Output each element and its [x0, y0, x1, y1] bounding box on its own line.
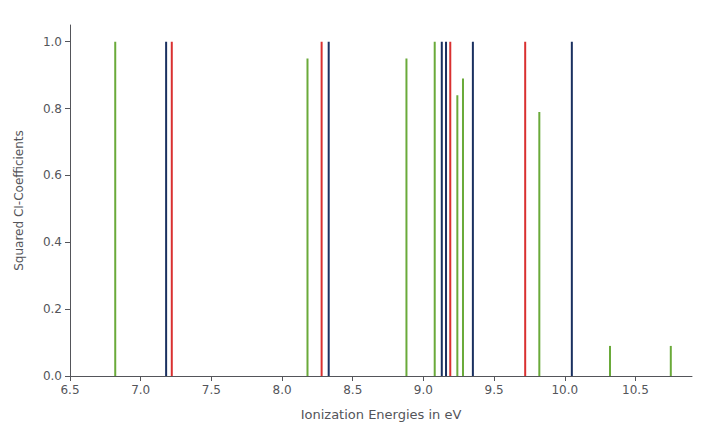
svg-text:10.5: 10.5	[622, 383, 649, 397]
svg-text:7.5: 7.5	[202, 383, 221, 397]
svg-text:0.6: 0.6	[43, 168, 62, 182]
svg-text:0.8: 0.8	[43, 102, 62, 116]
svg-text:0.4: 0.4	[43, 235, 62, 249]
svg-text:0.2: 0.2	[43, 302, 62, 316]
svg-text:7.0: 7.0	[131, 383, 150, 397]
svg-text:10.0: 10.0	[551, 383, 578, 397]
svg-text:9.5: 9.5	[485, 383, 504, 397]
svg-text:6.5: 6.5	[60, 383, 79, 397]
svg-text:1.0: 1.0	[43, 35, 62, 49]
svg-text:9.0: 9.0	[414, 383, 433, 397]
svg-text:8.5: 8.5	[343, 383, 362, 397]
svg-text:Squared CI-Coefficients: Squared CI-Coefficients	[12, 130, 26, 271]
svg-text:8.0: 8.0	[272, 383, 291, 397]
svg-text:0.0: 0.0	[43, 369, 62, 383]
svg-text:Ionization Energies in eV: Ionization Energies in eV	[301, 407, 462, 422]
